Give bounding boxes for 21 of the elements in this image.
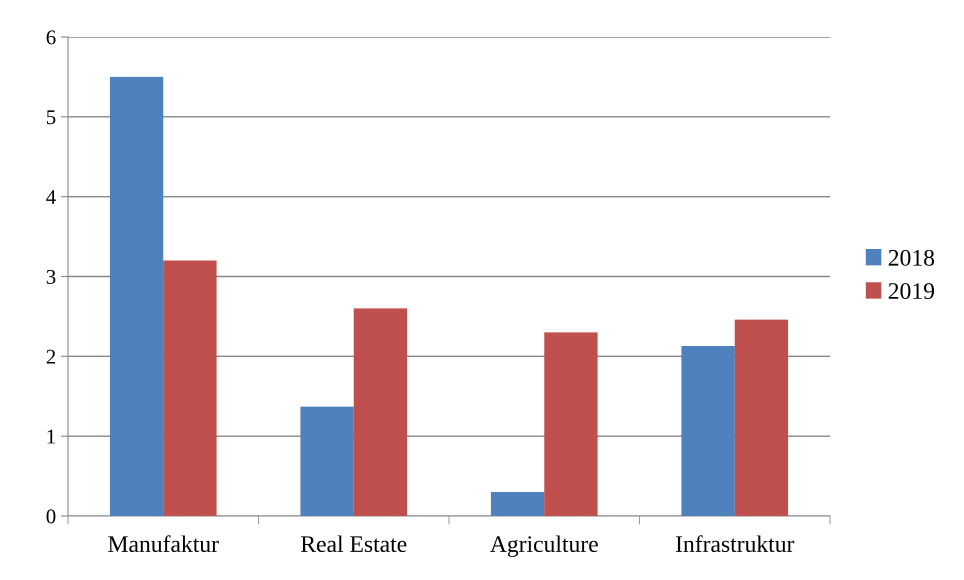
bar xyxy=(734,320,788,516)
y-tick-label: 6 xyxy=(46,30,56,44)
y-tick-label: 4 xyxy=(46,190,56,204)
bar xyxy=(163,260,217,516)
bar xyxy=(300,406,354,516)
y-tick-label: 3 xyxy=(46,270,56,284)
x-tick-label: Manufaktur xyxy=(108,535,219,552)
y-tick-label: 0 xyxy=(46,509,56,524)
y-tick-label: 1 xyxy=(48,430,55,444)
legend-label: 2018 xyxy=(888,250,934,266)
bar xyxy=(544,332,598,516)
legend-label: 2019 xyxy=(888,283,934,300)
y-tick-label: 5 xyxy=(46,110,56,124)
x-tick-label: Agriculture xyxy=(490,535,598,557)
bar xyxy=(110,76,164,516)
x-tick-label: Real Estate xyxy=(300,535,406,552)
y-tick-label: 2 xyxy=(46,350,56,364)
bar xyxy=(681,346,735,516)
x-tick-label: Infrastruktur xyxy=(676,535,794,552)
bar xyxy=(354,308,408,516)
bar xyxy=(490,492,544,516)
